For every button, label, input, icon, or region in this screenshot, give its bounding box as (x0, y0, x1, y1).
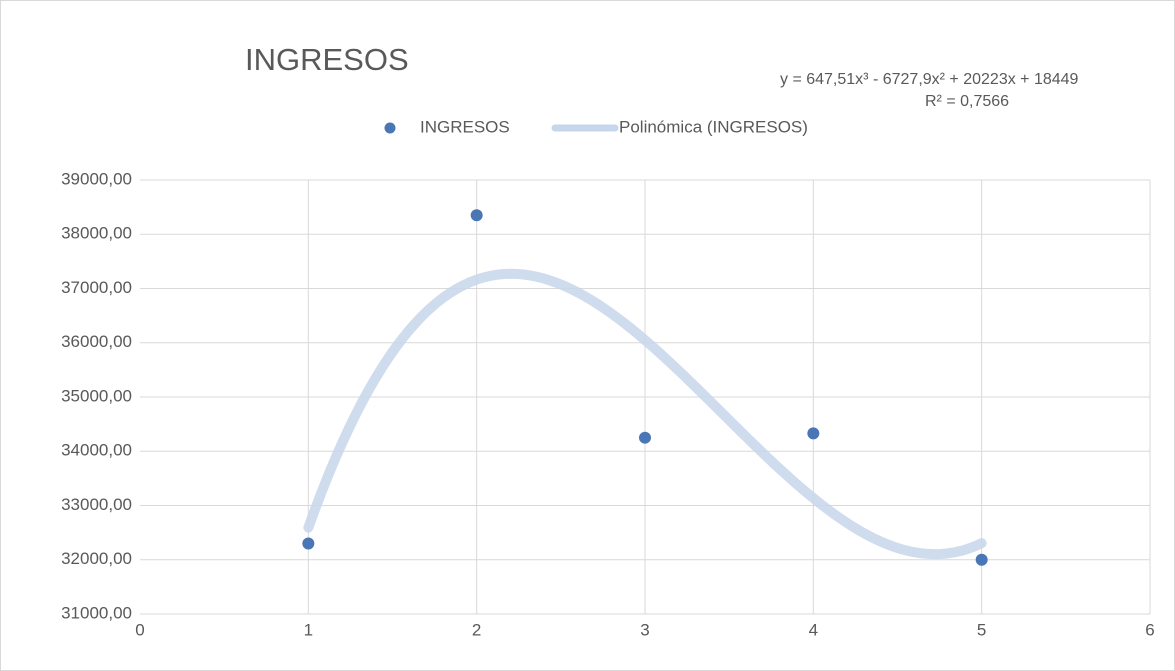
legend-label: Polinómica (INGRESOS) (619, 117, 808, 136)
legend-label: INGRESOS (420, 117, 510, 136)
x-tick-label: 2 (472, 620, 481, 639)
data-point (302, 537, 315, 550)
data-point (470, 209, 483, 222)
chart-title: INGRESOS (245, 42, 409, 77)
x-tick-label: 1 (304, 620, 313, 639)
y-tick-label: 34000,00 (61, 441, 132, 460)
x-tick-label: 6 (1145, 620, 1154, 639)
x-tick-label: 0 (135, 620, 144, 639)
x-tick-label: 4 (809, 620, 818, 639)
y-tick-label: 35000,00 (61, 386, 132, 405)
x-tick-label: 5 (977, 620, 986, 639)
trendline-equation: y = 647,51x³ - 6727,9x² + 20223x + 18449 (780, 71, 1079, 88)
y-tick-label: 32000,00 (61, 549, 132, 568)
trendline (303, 268, 987, 560)
y-tick-label: 39000,00 (61, 169, 132, 188)
legend-marker (384, 122, 396, 134)
y-tick-label: 33000,00 (61, 495, 132, 514)
trendline-r-squared: R² = 0,7566 (925, 93, 1009, 110)
y-tick-label: 36000,00 (61, 332, 132, 351)
data-point (975, 553, 988, 566)
data-point (639, 431, 651, 444)
y-tick-label: 38000,00 (61, 224, 132, 243)
y-tick-label: 37000,00 (61, 278, 132, 297)
x-tick-label: 3 (640, 620, 649, 639)
data-point (807, 427, 820, 440)
y-tick-label: 31000,00 (61, 603, 132, 622)
